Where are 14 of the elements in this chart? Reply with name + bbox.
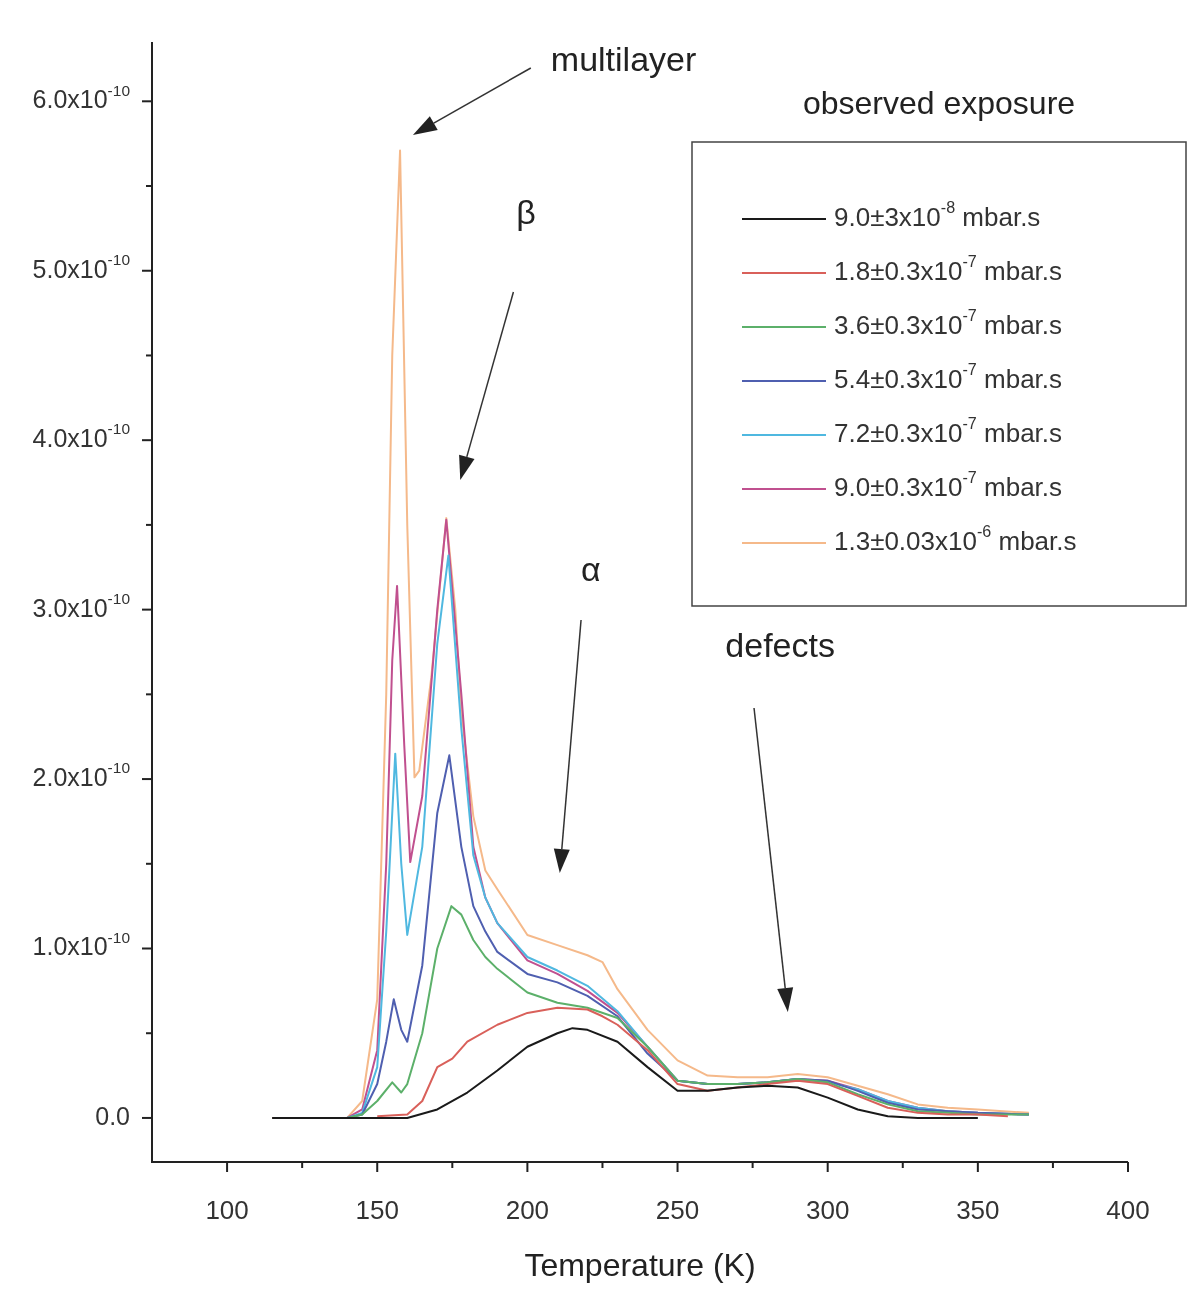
x-tick-label: 200 [505,1194,550,1225]
x-axis-title: Temperature (K) [524,1246,756,1283]
x-tick-label: 300 [806,1194,850,1225]
y-tick-label: 0.0 [95,1101,131,1130]
x-tick-label: 400 [1106,1194,1150,1225]
annotation: multilayer [550,40,697,79]
x-tick-label: 350 [956,1194,1000,1225]
x-tick-label: 100 [205,1194,249,1225]
annotation: β [516,193,536,232]
x-tick-label: 250 [655,1194,700,1225]
annotation: defects [725,626,835,665]
x-tick-label: 150 [355,1194,399,1225]
annotation: α [580,550,601,589]
legend-title: observed exposure [802,84,1076,121]
